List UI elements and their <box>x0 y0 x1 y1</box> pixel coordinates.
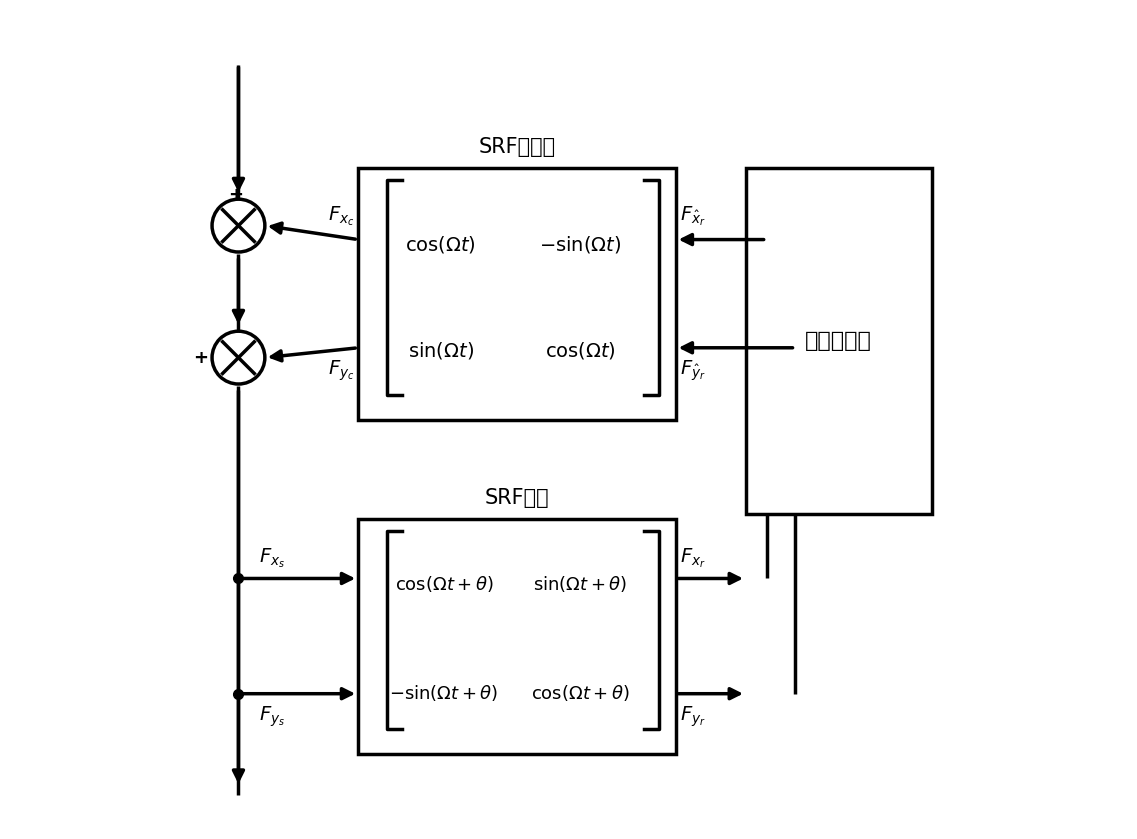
Text: SRF变换: SRF变换 <box>484 488 549 508</box>
Text: $F_{x_c}$: $F_{x_c}$ <box>327 205 354 228</box>
Text: $-\sin(\Omega t+\theta)$: $-\sin(\Omega t+\theta)$ <box>389 683 498 702</box>
Circle shape <box>213 331 265 384</box>
Text: $F_{x_r}$: $F_{x_r}$ <box>680 546 706 570</box>
Bar <box>358 519 675 753</box>
Text: $F_{x_s}$: $F_{x_s}$ <box>259 546 285 570</box>
Bar <box>746 168 931 514</box>
Text: +: + <box>192 349 208 367</box>
Text: $F_{y_c}$: $F_{y_c}$ <box>327 358 354 383</box>
Text: $\sin(\Omega t)$: $\sin(\Omega t)$ <box>408 340 474 361</box>
Text: $F_{\hat{y}_r}$: $F_{\hat{y}_r}$ <box>680 358 706 383</box>
Text: $F_{\hat{x}_r}$: $F_{\hat{x}_r}$ <box>680 205 706 228</box>
Bar <box>358 168 675 420</box>
Text: $\cos(\Omega t)$: $\cos(\Omega t)$ <box>405 234 476 255</box>
Text: $F_{y_r}$: $F_{y_r}$ <box>680 705 706 729</box>
Text: $\cos(\Omega t+\theta)$: $\cos(\Omega t+\theta)$ <box>395 575 493 594</box>
Text: $F_{y_s}$: $F_{y_s}$ <box>259 705 285 729</box>
Text: $-\sin(\Omega t)$: $-\sin(\Omega t)$ <box>539 234 622 255</box>
Text: SRF反变换: SRF反变换 <box>479 138 556 157</box>
Text: $\sin(\Omega t+\theta)$: $\sin(\Omega t+\theta)$ <box>533 575 628 594</box>
Text: $\cos(\Omega t+\theta)$: $\cos(\Omega t+\theta)$ <box>531 683 630 702</box>
Text: 低通滤波器: 低通滤波器 <box>805 331 872 351</box>
Text: +: + <box>229 186 243 204</box>
Text: $\cos(\Omega t)$: $\cos(\Omega t)$ <box>545 340 616 361</box>
Circle shape <box>213 199 265 252</box>
